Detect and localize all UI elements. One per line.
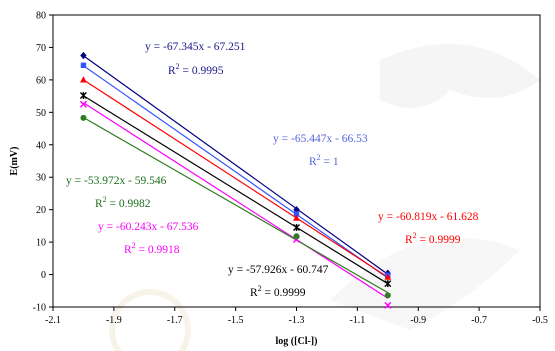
- y-axis: -10 0 10 20 30 40 50 60 70 80: [33, 11, 53, 314]
- superscript-two: 2: [132, 241, 136, 250]
- x-axis: -2.1 -1.9 -1.7 -1.5 -1.3 -1.1 -0.9 -0.7 -0.5: [45, 307, 548, 326]
- r-symbol: R: [309, 156, 317, 168]
- r-squared-value: = 0.9918: [136, 244, 180, 256]
- y-tick-label: 80: [36, 11, 46, 22]
- trendline-series-2: [83, 65, 389, 279]
- data-point-series-6-3: [384, 292, 391, 299]
- data-point-series-6-1: [80, 114, 87, 121]
- r-squared-label-series-2: R2 = 1: [309, 153, 339, 168]
- data-point-series-4-3: [384, 280, 392, 288]
- y-tick-label: 40: [36, 140, 46, 151]
- r-squared-label-series-4: R2 = 0.9999: [250, 284, 306, 299]
- superscript-two: 2: [176, 62, 180, 71]
- data-markers: [79, 51, 392, 309]
- trendline-series-3: [83, 79, 389, 278]
- r-squared-label-series-6: R2 = 0.9982: [95, 195, 151, 210]
- y-tick-label: 20: [36, 205, 46, 216]
- r-symbol: R: [168, 65, 176, 77]
- x-tick-label: -0.5: [532, 315, 548, 326]
- superscript-two: 2: [258, 284, 262, 293]
- data-point-series-5-1: [79, 100, 87, 108]
- data-point-series-3-2: [293, 214, 300, 221]
- data-point-series-6-2: [293, 233, 300, 240]
- r-squared-value: = 0.9982: [107, 198, 151, 210]
- r-squared-value: = 0.9995: [180, 65, 224, 77]
- data-point-series-4-2: [293, 224, 300, 232]
- y-tick-label: -10: [33, 303, 46, 314]
- superscript-two: 2: [103, 195, 107, 204]
- r-symbol: R: [124, 244, 132, 256]
- y-tick-label: 30: [36, 173, 46, 184]
- watermark: [109, 44, 540, 351]
- trendline-series-1: [83, 55, 389, 275]
- trendline-series-5: [83, 102, 389, 299]
- x-tick-label: -1.9: [106, 315, 122, 326]
- r-squared-label-series-1: R2 = 0.9995: [168, 62, 224, 77]
- r-squared-value: = 1: [321, 156, 339, 168]
- y-tick-label: 60: [36, 75, 46, 86]
- r-squared-label-series-5: R2 = 0.9918: [124, 241, 180, 256]
- equation-label-series-2: y = -65.447x - 66.53: [273, 133, 368, 145]
- y-axis-title: E(mV): [9, 147, 20, 176]
- data-point-series-2-1: [80, 62, 87, 68]
- x-tick-label: -1.5: [228, 315, 244, 326]
- y-tick-label: 50: [36, 108, 46, 119]
- equation-label-series-1: y = -67.345x - 67.251: [145, 41, 246, 53]
- x-tick-label: -1.3: [289, 315, 305, 326]
- r-squared-value: = 0.9999: [417, 234, 461, 246]
- superscript-two: 2: [413, 231, 417, 240]
- data-point-series-3-1: [80, 76, 87, 83]
- superscript-two: 2: [317, 153, 321, 162]
- y-tick-label: 10: [36, 238, 46, 249]
- trendline-series-6: [83, 117, 389, 294]
- r-symbol: R: [405, 234, 413, 246]
- x-axis-title: log ([Cl-]): [276, 336, 318, 347]
- r-squared-label-series-3: R2 = 0.9999: [405, 231, 461, 246]
- y-tick-label: 0: [41, 270, 46, 281]
- equation-label-series-3: y = -60.819x - 61.628: [378, 211, 479, 223]
- x-tick-label: -0.7: [471, 315, 487, 326]
- data-point-series-1-1: [80, 51, 87, 60]
- data-point-series-4-1: [79, 91, 87, 99]
- r-symbol: R: [95, 198, 103, 210]
- equation-label-series-6: y = -53.972x - 59.546: [66, 175, 167, 187]
- x-tick-label: -0.9: [410, 315, 426, 326]
- x-tick-label: -2.1: [45, 315, 61, 326]
- trendlines: [83, 55, 389, 299]
- x-tick-label: -1.7: [167, 315, 183, 326]
- trendline-series-4: [83, 95, 389, 285]
- r-symbol: R: [250, 287, 258, 299]
- equation-label-series-4: y = -57.926x - 60.747: [228, 264, 329, 276]
- data-point-series-3-3: [384, 273, 392, 280]
- r-squared-value: = 0.9999: [262, 287, 306, 299]
- equation-label-series-5: y = -60.243x - 67.536: [98, 221, 199, 233]
- data-point-series-5-3: [384, 301, 392, 309]
- x-tick-label: -1.1: [349, 315, 365, 326]
- y-tick-label: 70: [36, 43, 46, 54]
- data-point-series-2-2: [293, 211, 300, 217]
